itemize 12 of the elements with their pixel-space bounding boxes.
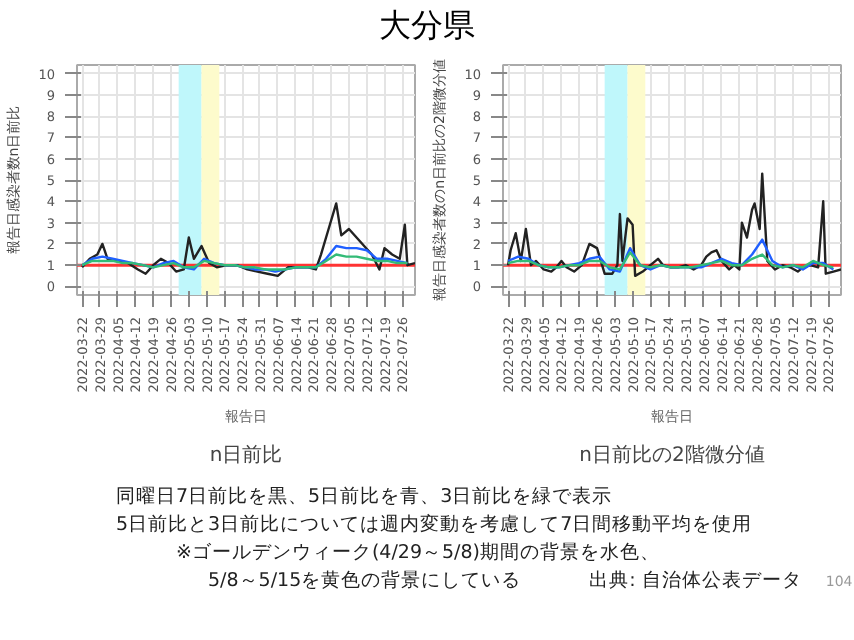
source-note: 出典: 自治体公表データ [589, 570, 802, 592]
text: n日前比 [209, 443, 283, 467]
text: ※ゴールデンウィーク(4/29～5/8)期間の背景を水色、 [176, 540, 662, 568]
text: 5/8～5/15を黄色の背景にしている [208, 570, 522, 592]
line-series [80, 253, 409, 271]
line-series [506, 172, 841, 278]
text: 5日前比と3日前比については週内変動を考慮して7日間移動平均を使用 [116, 512, 755, 540]
line-series [506, 251, 835, 271]
line-series [80, 202, 415, 278]
text: 同曜日7日前比を黒、5日前比を青、3日前比を緑で表示 [116, 484, 615, 512]
text: n日前比の2階微分値 [579, 443, 765, 467]
text: 大分県 [377, 4, 477, 48]
